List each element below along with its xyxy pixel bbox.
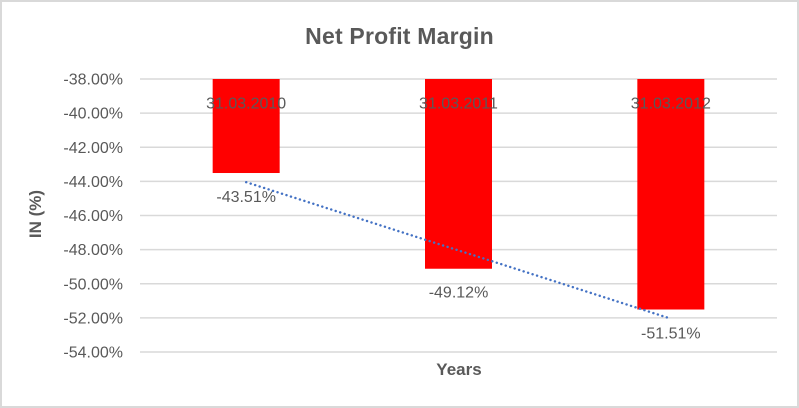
y-axis-tick-label: -38.00% bbox=[63, 72, 123, 89]
bar-31.03.2011[interactable] bbox=[425, 79, 492, 269]
data-label: -49.12% bbox=[429, 285, 489, 302]
data-label: -51.51% bbox=[641, 326, 701, 343]
y-axis-tick-label: -50.00% bbox=[63, 276, 123, 293]
trendline[interactable] bbox=[244, 180, 673, 320]
y-axis-tick-label: -44.00% bbox=[63, 174, 123, 191]
y-axis-tick-label: -40.00% bbox=[63, 106, 123, 123]
bar-31.03.2010[interactable] bbox=[212, 79, 280, 174]
category-label: 31.03.2012 bbox=[631, 96, 711, 113]
y-axis-tick-label: -42.00% bbox=[63, 140, 123, 157]
y-axis-tick-label: -48.00% bbox=[63, 242, 123, 259]
chart-title: Net Profit Margin bbox=[305, 23, 494, 49]
y-axis-tick-label: -52.00% bbox=[63, 310, 123, 327]
y-axis-tick-label: -54.00% bbox=[63, 345, 123, 362]
x-axis-title: Years bbox=[436, 360, 482, 379]
category-label: 31.03.2011 bbox=[419, 96, 498, 113]
category-label: 31.03.2010 bbox=[206, 96, 286, 113]
y-axis-tick-label: -46.00% bbox=[63, 208, 123, 225]
bar-31.03.2012[interactable] bbox=[637, 79, 705, 310]
data-label: -43.51% bbox=[216, 189, 276, 206]
